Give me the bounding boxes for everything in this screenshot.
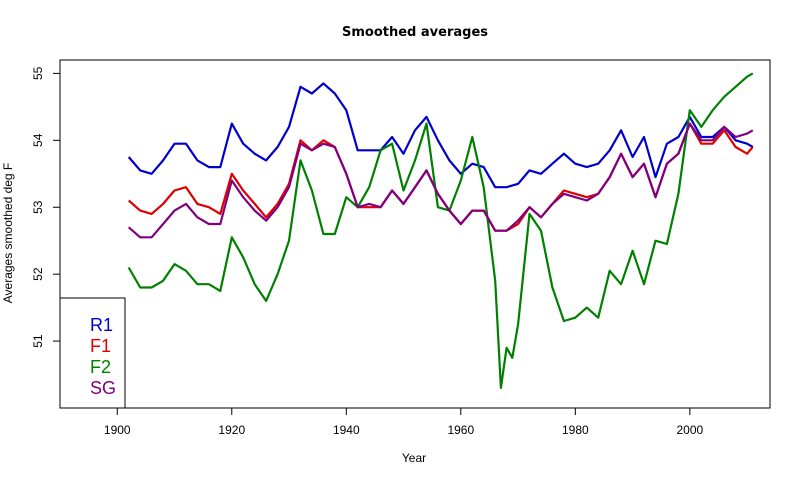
series-line-sg	[127, 122, 754, 239]
chart-title: Smoothed averages	[342, 25, 488, 40]
series-line-r1	[127, 82, 754, 189]
x-tick-label: 1920	[218, 423, 245, 437]
x-axis-label: Year	[402, 451, 426, 465]
series-layer	[127, 72, 754, 389]
y-tick-label: 52	[31, 267, 45, 281]
x-tick-label: 1900	[104, 423, 131, 437]
x-tick-label: 2000	[676, 423, 703, 437]
x-tick-label: 1980	[562, 423, 589, 437]
series-line-f2	[127, 72, 754, 389]
y-axis: 51 52 53 54 55	[31, 66, 61, 348]
legend-entry-f1: F1	[90, 336, 111, 356]
x-tick-label: 1940	[333, 423, 360, 437]
y-axis-label: Averages smoothed deg F	[1, 163, 15, 304]
legend-entry-f2: F2	[90, 357, 111, 377]
y-tick-label: 53	[31, 200, 45, 214]
y-tick-label: 51	[31, 334, 45, 348]
legend-entry-r1: R1	[90, 315, 113, 335]
y-tick-label: 54	[31, 133, 45, 147]
y-tick-label: 55	[31, 66, 45, 80]
legend-entry-sg: SG	[90, 378, 116, 398]
legend-box	[59, 297, 126, 409]
x-tick-label: 1960	[447, 423, 474, 437]
plot-frame	[59, 59, 771, 409]
legend: R1 F1 F2 SG	[59, 297, 126, 409]
x-axis: 1900 1920 1940 1960 1980 2000	[88, 407, 704, 437]
